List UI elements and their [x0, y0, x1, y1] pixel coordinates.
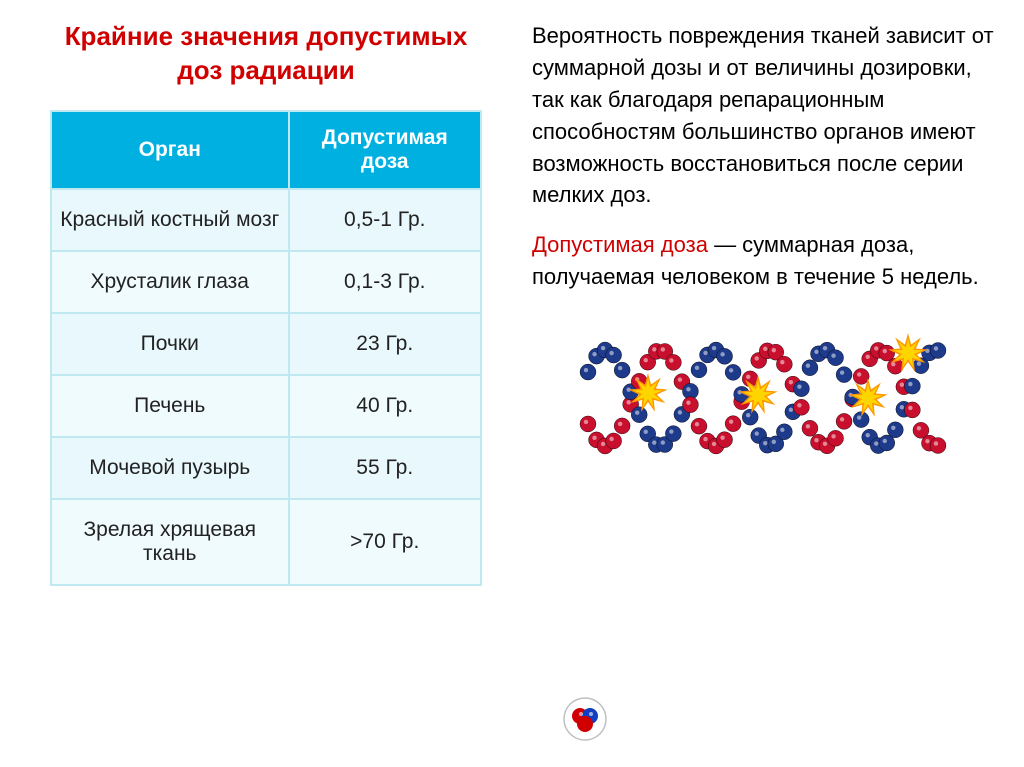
right-panel: Вероятность повреждения тканей за­висит …	[512, 0, 1024, 767]
cell-organ: Красный костный мозг	[51, 189, 289, 251]
cell-dose: 55 Гр.	[289, 437, 482, 499]
table-row: Хрусталик глаза0,1-3 Гр.	[51, 251, 481, 313]
col-dose: Допустимая доза	[289, 111, 482, 189]
cell-dose: >70 Гр.	[289, 499, 482, 585]
cell-dose: 40 Гр.	[289, 375, 482, 437]
cell-dose: 23 Гр.	[289, 313, 482, 375]
left-panel: Крайние значения допустимых доз радиации…	[0, 0, 512, 767]
cell-dose: 0,1-3 Гр.	[289, 251, 482, 313]
cell-organ: Хрусталик глаза	[51, 251, 289, 313]
cell-organ: Почки	[51, 313, 289, 375]
dna-diagram	[532, 323, 994, 483]
paragraph-probability: Вероятность повреждения тканей за­висит …	[532, 20, 994, 211]
table-row: Почки23 Гр.	[51, 313, 481, 375]
cell-organ: Мочевой пузырь	[51, 437, 289, 499]
dose-table: Орган Допустимая доза Красный костный мо…	[50, 110, 482, 586]
atom-icon	[562, 696, 608, 747]
table-row: Зрелая хрящевая ткань>70 Гр.	[51, 499, 481, 585]
table-row: Мочевой пузырь55 Гр.	[51, 437, 481, 499]
definition-term: Допустимая доза	[532, 232, 708, 257]
page-title: Крайние значения допустимых доз радиации	[50, 20, 482, 88]
cell-dose: 0,5-1 Гр.	[289, 189, 482, 251]
cell-organ: Печень	[51, 375, 289, 437]
table-row: Печень40 Гр.	[51, 375, 481, 437]
paragraph-definition: Допустимая доза — суммарная доза, получа…	[532, 229, 994, 293]
cell-organ: Зрелая хрящевая ткань	[51, 499, 289, 585]
col-organ: Орган	[51, 111, 289, 189]
table-row: Красный костный мозг0,5-1 Гр.	[51, 189, 481, 251]
dna-helix-icon	[578, 323, 948, 483]
